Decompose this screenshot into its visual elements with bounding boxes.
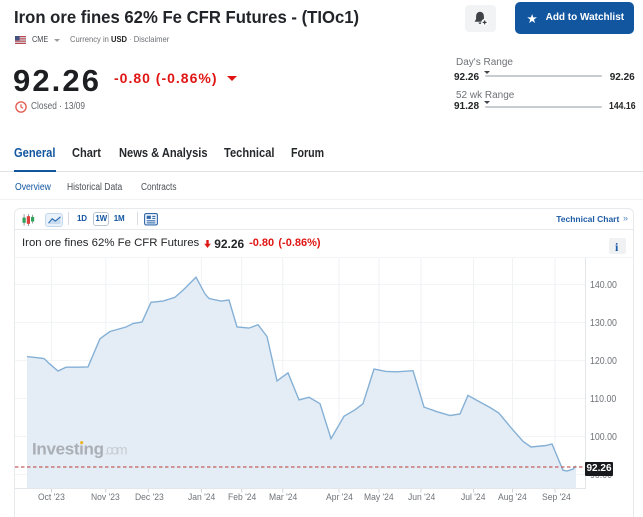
svg-text:Investing: Investing (32, 440, 104, 459)
svg-text:.com: .com (105, 443, 128, 458)
